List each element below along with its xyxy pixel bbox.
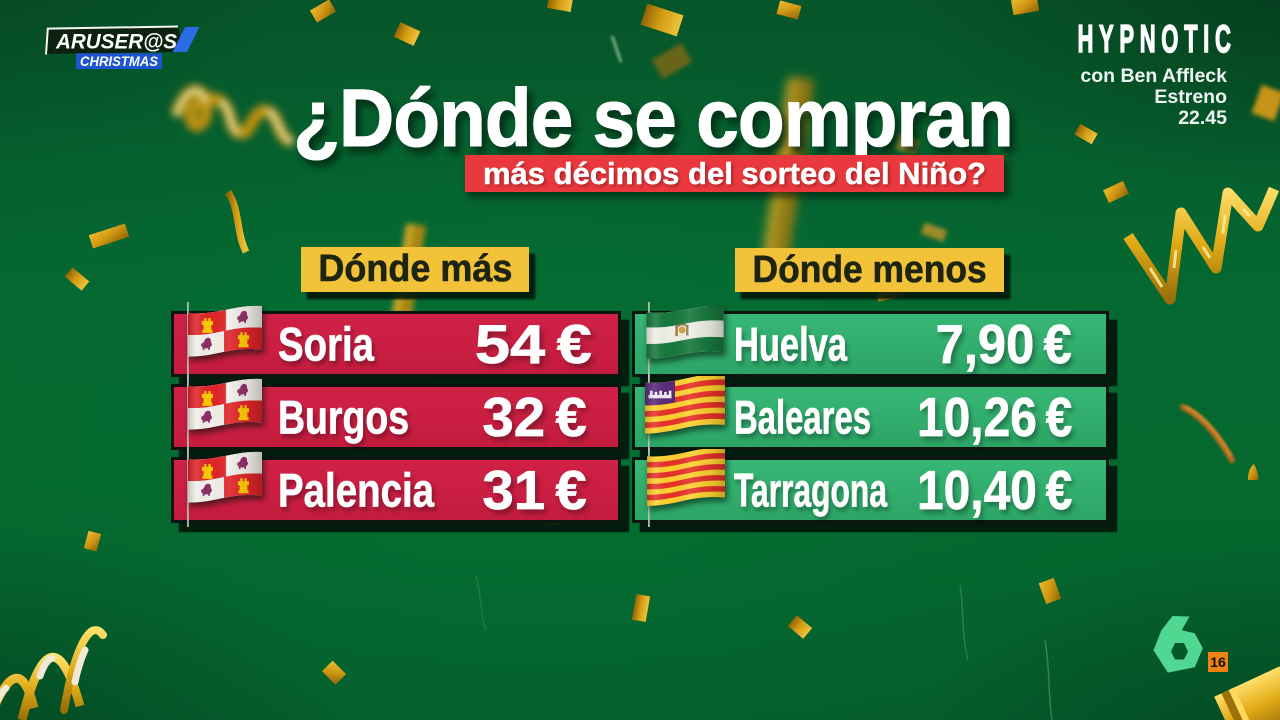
svg-text:CHRISTMAS: CHRISTMAS <box>80 54 158 69</box>
svg-text:ARUSER@S: ARUSER@S <box>55 31 177 54</box>
